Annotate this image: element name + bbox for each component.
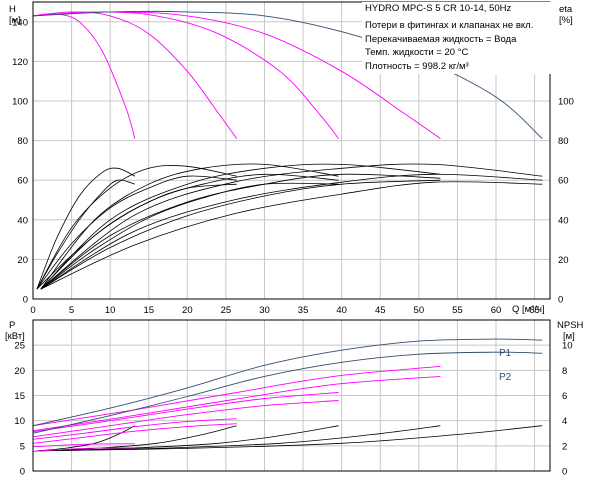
bottom-right-tick-label: 8 bbox=[562, 366, 567, 377]
info-line-1: Потери в фитингах и клапанах не вкл. bbox=[365, 20, 533, 31]
bottom-left-tick-label: 15 bbox=[14, 391, 25, 402]
npsh-curve bbox=[36, 425, 543, 452]
bottom-right-tick-label: 4 bbox=[562, 416, 567, 427]
power-curve bbox=[32, 447, 135, 452]
bottom-right-axis-title: NPSH bbox=[557, 320, 584, 331]
power-curve bbox=[32, 443, 135, 448]
power-curve bbox=[32, 375, 441, 432]
max-power-curve-p1 bbox=[32, 338, 543, 427]
head-curve bbox=[32, 11, 238, 139]
x-tick-label: 0 bbox=[30, 305, 35, 316]
max-head-curve bbox=[32, 10, 543, 139]
head-curve bbox=[32, 13, 136, 139]
power-curve bbox=[32, 400, 339, 438]
npsh-curve bbox=[36, 425, 237, 452]
efficiency-curve bbox=[40, 182, 339, 290]
top-left-tick-label: 60 bbox=[17, 176, 28, 187]
top-right-tick-label: 80 bbox=[558, 136, 569, 147]
bottom-plot-frame bbox=[32, 319, 551, 472]
bottom-left-axis-unit: [кВт] bbox=[5, 331, 25, 342]
bottom-left-tick-label: 5 bbox=[20, 441, 25, 452]
efficiency-curve bbox=[36, 165, 237, 290]
efficiency-curve bbox=[40, 163, 339, 290]
x-tick-label: 15 bbox=[143, 305, 154, 316]
info-line-3: Темп. жидкости = 20 °C bbox=[365, 47, 468, 58]
top-right-tick-label: 0 bbox=[558, 295, 563, 306]
efficiency-curve bbox=[36, 183, 237, 290]
top-right-axis-unit: [%] bbox=[559, 15, 573, 26]
top-left-tick-label: 20 bbox=[17, 255, 28, 266]
efficiency-curve bbox=[36, 175, 237, 290]
efficiency-curve bbox=[40, 163, 441, 290]
power-curve bbox=[32, 418, 237, 440]
bottom-left-tick-label: 20 bbox=[14, 366, 25, 377]
bottom-right-tick-label: 2 bbox=[562, 441, 567, 452]
info-line-2: Перекачиваемая жидкость = Вода bbox=[365, 34, 517, 45]
x-tick-label: 5 bbox=[69, 305, 74, 316]
power-curve bbox=[32, 365, 441, 427]
top-left-tick-label: 40 bbox=[17, 215, 28, 226]
x-tick-label: 30 bbox=[259, 305, 270, 316]
bottom-right-tick-label: 10 bbox=[562, 341, 573, 352]
x-axis-label: Q [м³/ч] bbox=[512, 304, 545, 315]
max-power-curve-p2 bbox=[32, 351, 543, 434]
efficiency-curve bbox=[40, 163, 543, 290]
top-left-axis-title: H bbox=[9, 4, 16, 15]
x-tick-label: 65 bbox=[529, 305, 540, 316]
top-left-tick-label: 140 bbox=[12, 17, 28, 28]
series-label-p1: P1 bbox=[499, 348, 512, 359]
x-tick-label: 40 bbox=[336, 305, 347, 316]
x-tick-label: 25 bbox=[221, 305, 232, 316]
series-label-p2: P2 bbox=[499, 372, 512, 383]
top-plot-frame bbox=[32, 1, 551, 300]
x-tick-label: 10 bbox=[105, 305, 116, 316]
bottom-right-tick-label: 0 bbox=[562, 467, 567, 478]
bottom-right-axis-unit: [м] bbox=[563, 331, 575, 342]
efficiency-curve bbox=[40, 173, 441, 290]
x-tick-label: 55 bbox=[452, 305, 463, 316]
efficiency-curve bbox=[36, 167, 136, 290]
npsh-curve bbox=[36, 425, 136, 452]
efficiency-curve bbox=[40, 173, 339, 290]
chart-title: HYDRO MPC-S 5 CR 10-14, 50Hz bbox=[365, 3, 511, 14]
efficiency-curve bbox=[36, 179, 136, 290]
bottom-right-tick-label: 6 bbox=[562, 391, 567, 402]
top-right-tick-label: 100 bbox=[558, 97, 574, 108]
bottom-left-tick-label: 10 bbox=[14, 416, 25, 427]
power-curve bbox=[32, 392, 339, 433]
x-tick-label: 45 bbox=[375, 305, 386, 316]
efficiency-curve bbox=[40, 181, 543, 290]
top-right-tick-label: 60 bbox=[558, 176, 569, 187]
top-left-tick-label: 0 bbox=[23, 295, 28, 306]
info-box-background bbox=[362, 2, 552, 74]
bottom-left-tick-label: 0 bbox=[20, 467, 25, 478]
top-left-tick-label: 100 bbox=[12, 97, 28, 108]
top-right-tick-label: 20 bbox=[558, 255, 569, 266]
info-box: HYDRO MPC-S 5 CR 10-14, 50Hz Потери в фи… bbox=[362, 2, 552, 74]
efficiency-curve bbox=[40, 173, 543, 290]
x-tick-label: 50 bbox=[414, 305, 425, 316]
x-tick-label: 20 bbox=[182, 305, 193, 316]
top-right-tick-label: 40 bbox=[558, 215, 569, 226]
bottom-left-tick-label: 25 bbox=[14, 341, 25, 352]
power-curve bbox=[32, 423, 237, 444]
top-right-axis-title: eta bbox=[559, 4, 573, 15]
top-left-tick-label: 120 bbox=[12, 57, 28, 68]
info-line-4: Плотность = 998.2 кг/м³ bbox=[365, 61, 469, 72]
x-tick-label: 35 bbox=[298, 305, 309, 316]
bottom-left-axis-title: P bbox=[9, 320, 15, 331]
efficiency-curve bbox=[40, 179, 441, 290]
x-tick-label: 60 bbox=[491, 305, 502, 316]
head-curve bbox=[32, 11, 339, 139]
top-left-tick-label: 80 bbox=[17, 136, 28, 147]
top-left-axis-unit: [м] bbox=[9, 15, 21, 26]
